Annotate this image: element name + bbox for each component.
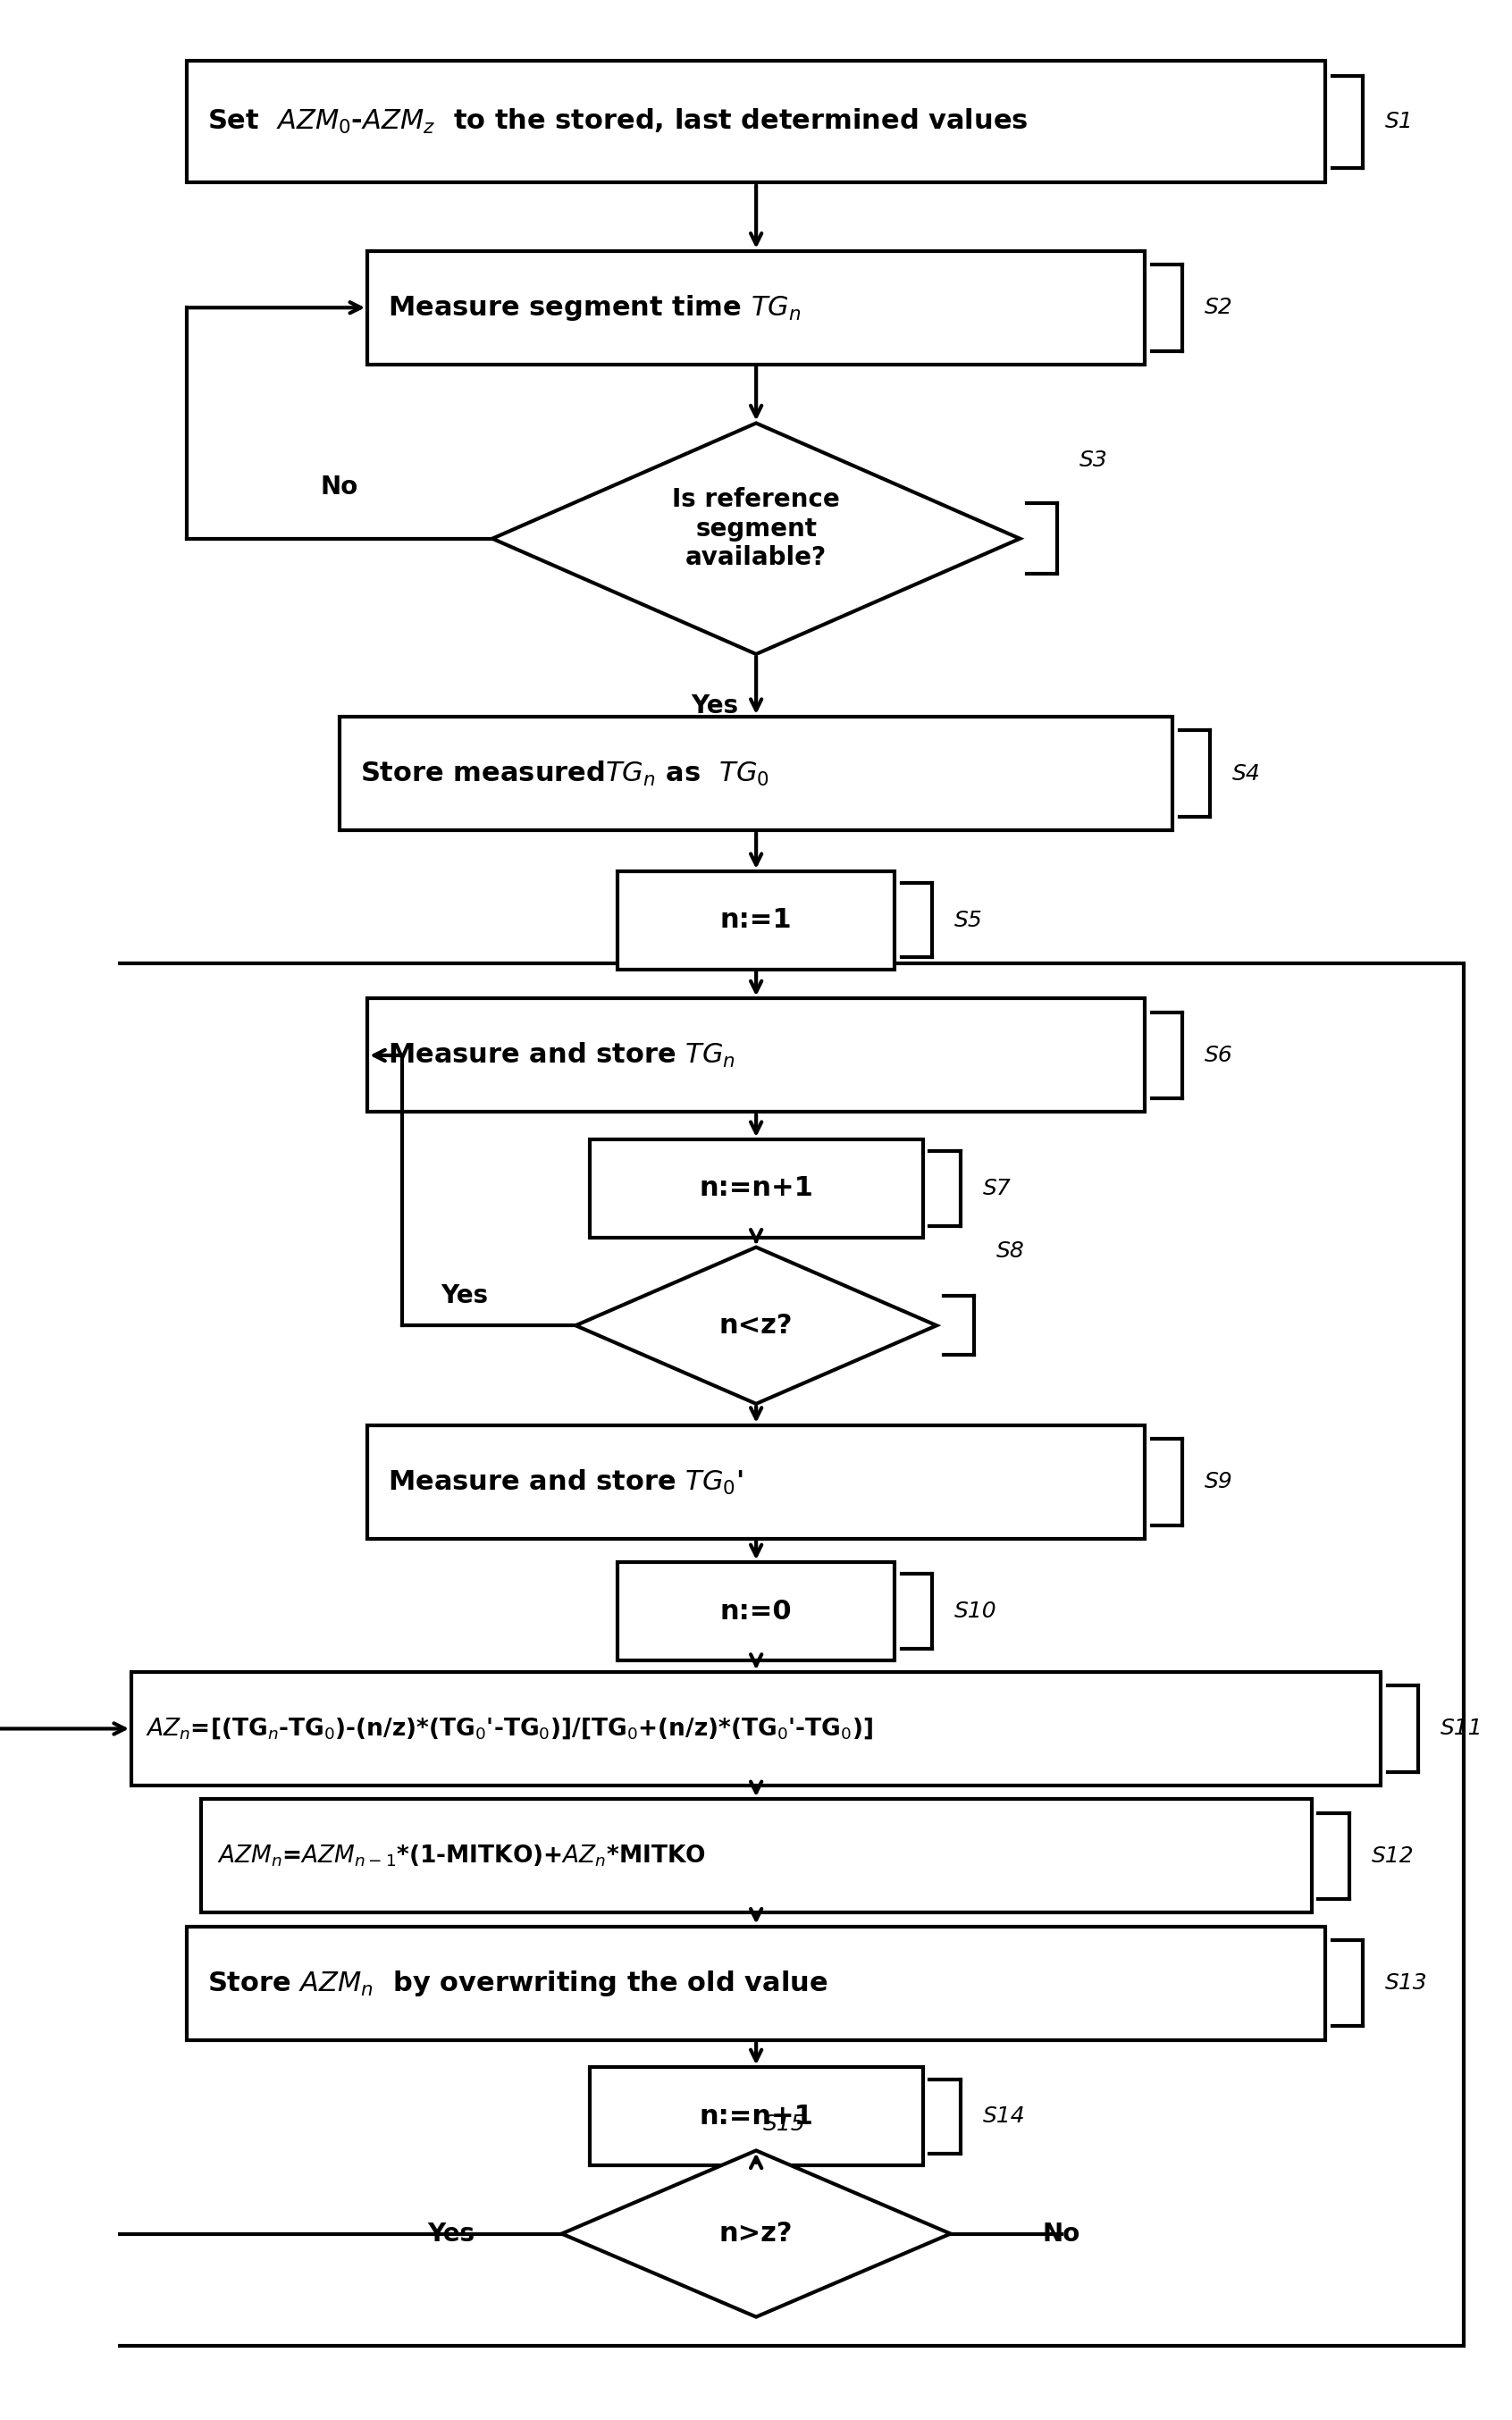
- Bar: [187, 1926, 1326, 2040]
- Text: S6: S6: [1205, 1045, 1232, 1067]
- Text: S13: S13: [1385, 1972, 1427, 1994]
- Text: S15: S15: [764, 2113, 806, 2134]
- Text: n:=0: n:=0: [720, 1597, 792, 1624]
- Bar: [617, 1563, 895, 1660]
- Text: S11: S11: [1441, 1718, 1483, 1740]
- Text: S9: S9: [1205, 1471, 1232, 1493]
- Bar: [201, 1798, 1311, 1912]
- Polygon shape: [576, 1246, 936, 1404]
- Bar: [367, 999, 1145, 1113]
- Text: Measure segment time $TG_n$: Measure segment time $TG_n$: [389, 293, 801, 322]
- Text: n:=1: n:=1: [720, 908, 792, 934]
- Text: S3: S3: [1080, 450, 1108, 472]
- Text: S4: S4: [1232, 762, 1261, 784]
- Text: n:=n+1: n:=n+1: [699, 1176, 813, 1200]
- Text: Yes: Yes: [691, 692, 738, 719]
- Text: Is reference
segment
available?: Is reference segment available?: [673, 486, 841, 571]
- Text: Measure and store $TG_0$': Measure and store $TG_0$': [389, 1469, 744, 1496]
- Text: Yes: Yes: [442, 1283, 488, 1309]
- Bar: [0, 963, 1464, 2347]
- Text: $AZ_n$=[(TG$_n$-TG$_0$)-(n/z)*(TG$_0$'-TG$_0$)]/[TG$_0$+(n/z)*(TG$_0$'-TG$_0$)]: $AZ_n$=[(TG$_n$-TG$_0$)-(n/z)*(TG$_0$'-T…: [145, 1716, 872, 1742]
- Text: S14: S14: [983, 2105, 1025, 2127]
- Text: S8: S8: [996, 1241, 1025, 1261]
- Text: S1: S1: [1385, 111, 1414, 133]
- Text: No: No: [321, 474, 358, 499]
- Text: n>z?: n>z?: [720, 2222, 792, 2246]
- Text: Set  $AZM_0$-$AZM_z$  to the stored, last determined values: Set $AZM_0$-$AZM_z$ to the stored, last …: [207, 106, 1028, 136]
- Polygon shape: [562, 2151, 951, 2316]
- Bar: [340, 716, 1173, 830]
- Text: n:=n+1: n:=n+1: [699, 2103, 813, 2130]
- Text: S10: S10: [954, 1600, 998, 1621]
- Text: Store $AZM_n$  by overwriting the old value: Store $AZM_n$ by overwriting the old val…: [207, 1967, 829, 1999]
- Text: n<z?: n<z?: [720, 1312, 792, 1338]
- Polygon shape: [493, 424, 1021, 653]
- Bar: [187, 60, 1326, 181]
- Text: Store measured$TG_n$ as  $TG_0$: Store measured$TG_n$ as $TG_0$: [360, 760, 770, 789]
- Bar: [590, 1140, 922, 1237]
- Text: S12: S12: [1371, 1844, 1414, 1866]
- Bar: [617, 871, 895, 970]
- Text: No: No: [758, 1440, 795, 1464]
- Bar: [132, 1672, 1380, 1786]
- Text: S5: S5: [954, 910, 983, 932]
- Text: S2: S2: [1205, 298, 1232, 319]
- Text: Yes: Yes: [426, 2222, 475, 2246]
- Text: $AZM_n$=$AZM_{n-1}$*(1-MITKO)+$AZ_n$*MITKO: $AZM_n$=$AZM_{n-1}$*(1-MITKO)+$AZ_n$*MIT…: [218, 1844, 706, 1868]
- Bar: [590, 2067, 922, 2166]
- Text: No: No: [1043, 2222, 1081, 2246]
- Text: S7: S7: [983, 1179, 1012, 1200]
- Bar: [367, 252, 1145, 365]
- Text: Measure and store $TG_n$: Measure and store $TG_n$: [389, 1041, 736, 1070]
- Bar: [367, 1425, 1145, 1539]
